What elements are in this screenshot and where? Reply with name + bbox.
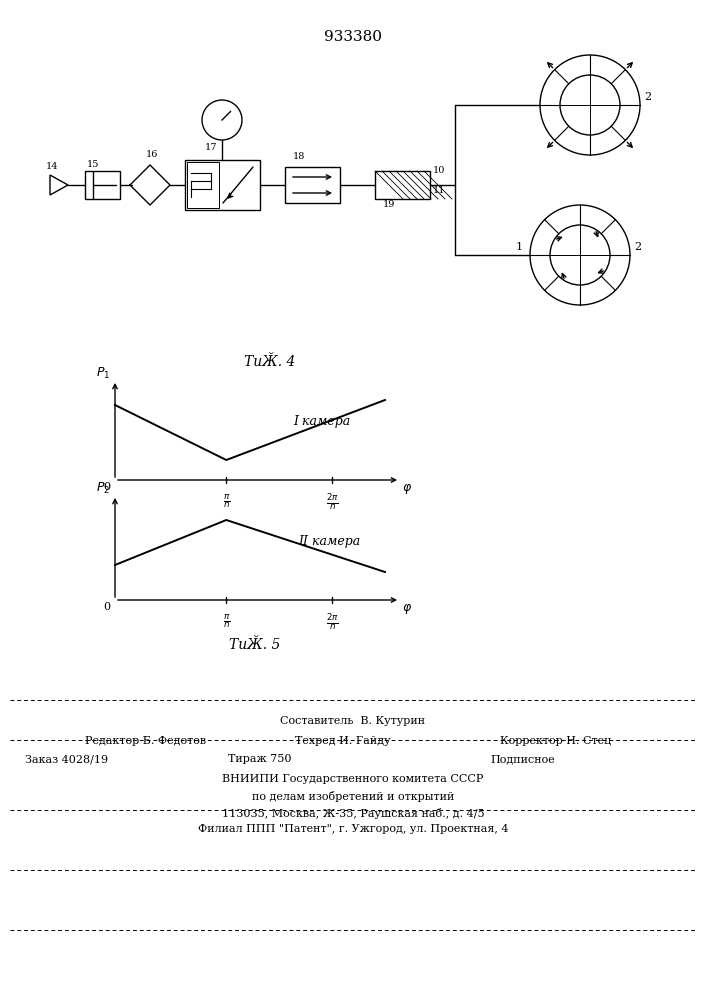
Text: $\frac{2\pi}{n}$: $\frac{2\pi}{n}$	[326, 612, 339, 633]
Text: Составитель  В. Кутурин: Составитель В. Кутурин	[281, 716, 426, 726]
Text: $\frac{2\pi}{n}$: $\frac{2\pi}{n}$	[326, 492, 339, 513]
Text: 19: 19	[383, 200, 395, 209]
Text: 10: 10	[433, 166, 445, 175]
Text: $\varphi$: $\varphi$	[402, 482, 412, 496]
Text: 113035, Москва, Ж-35, Раушская наб., д. 4/5: 113035, Москва, Ж-35, Раушская наб., д. …	[222, 808, 484, 819]
Text: по делам изобретений и открытий: по делам изобретений и открытий	[252, 791, 454, 802]
Text: II камера: II камера	[298, 535, 360, 548]
Text: 16: 16	[146, 150, 158, 159]
Bar	[375, 171, 430, 199]
Text: 2: 2	[644, 92, 651, 102]
Text: 14: 14	[46, 162, 59, 171]
Text: 11: 11	[433, 186, 445, 195]
Text: $P_1$: $P_1$	[96, 366, 110, 381]
Text: Заказ 4028/19: Заказ 4028/19	[25, 754, 108, 764]
Text: ΤиӁ. 4: ΤиӁ. 4	[245, 355, 296, 369]
Text: 17: 17	[205, 143, 218, 152]
Text: 2: 2	[634, 242, 641, 252]
Text: Редактор Б. Федотов: Редактор Б. Федотов	[85, 736, 206, 746]
Text: $P_2$: $P_2$	[96, 481, 110, 496]
Text: $\frac{\pi}{n}$: $\frac{\pi}{n}$	[223, 492, 230, 510]
Text: 18: 18	[293, 152, 305, 161]
Bar	[185, 160, 260, 210]
Text: ΤиӁ. 5: ΤиӁ. 5	[229, 638, 281, 652]
Text: $\frac{\pi}{n}$: $\frac{\pi}{n}$	[223, 612, 230, 630]
Text: Тираж 750: Тираж 750	[228, 754, 292, 764]
Text: Корректор Н. Стец: Корректор Н. Стец	[500, 736, 612, 746]
Text: 933380: 933380	[324, 30, 382, 44]
Bar	[187, 162, 219, 208]
Text: Филиал ППП "Патент", г. Ужгород, ул. Проектная, 4: Филиал ППП "Патент", г. Ужгород, ул. Про…	[198, 824, 508, 834]
Text: 0: 0	[103, 482, 110, 492]
Bar	[285, 167, 340, 203]
Text: I камера: I камера	[293, 415, 350, 428]
Bar	[85, 171, 120, 199]
Text: ВНИИПИ Государственного комитета СССР: ВНИИПИ Государственного комитета СССР	[222, 774, 484, 784]
Text: $\varphi$: $\varphi$	[402, 602, 412, 616]
Text: 0: 0	[103, 602, 110, 612]
Text: Подписное: Подписное	[490, 754, 555, 764]
Text: 1: 1	[516, 242, 523, 252]
Text: Техред И. Гайду: Техред И. Гайду	[295, 736, 391, 746]
Text: 15: 15	[87, 160, 100, 169]
